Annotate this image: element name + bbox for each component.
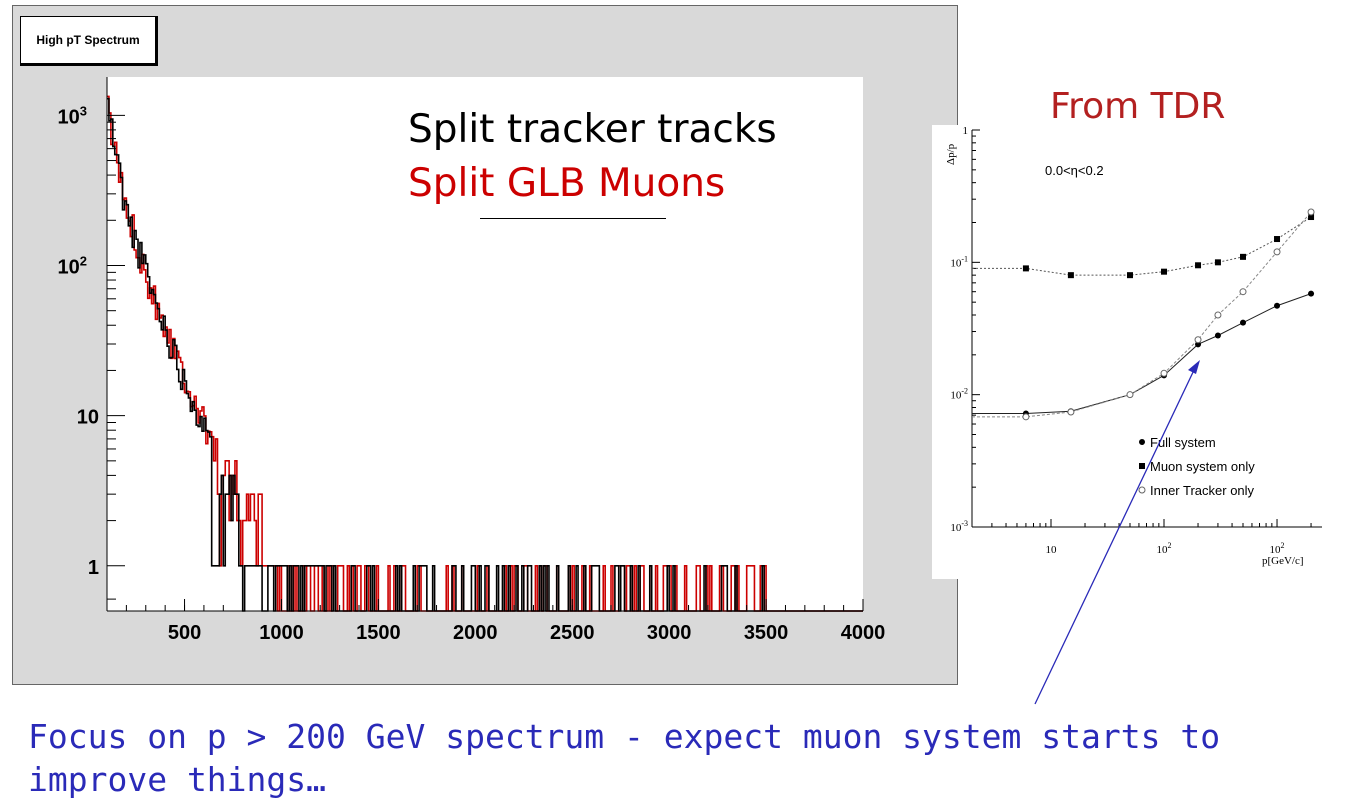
right-point-inner [1239, 288, 1247, 296]
right-y-tick-label: 10-2 [950, 387, 968, 402]
left-y-tick-label: 10 [77, 407, 99, 429]
slide-caption: Focus on p > 200 GeV spectrum - expect m… [28, 717, 1221, 799]
right-series-line [972, 216, 1312, 276]
right-annotation: 0.0<η<0.2 [1045, 163, 1104, 178]
right-point-full [1308, 290, 1315, 297]
right-series-line [972, 211, 1312, 418]
legend-marker-inner [1138, 486, 1146, 494]
left-x-tick-label: 3000 [647, 622, 692, 644]
left-x-tick-label: 4000 [841, 622, 886, 644]
left-x-tick-label: 2500 [550, 622, 595, 644]
right-point-muon [1195, 262, 1202, 269]
right-xlabel: p[GeV/c] [1262, 555, 1304, 567]
right-point-muon [1308, 214, 1315, 221]
left-x-tick-label: 3500 [744, 622, 789, 644]
annotation-arrowhead [1188, 360, 1200, 374]
right-point-inner [1273, 248, 1281, 256]
right-point-inner [1307, 208, 1315, 216]
legend-marker-full [1139, 439, 1145, 445]
right-point-muon [1240, 253, 1247, 260]
left-x-tick-label: 2000 [453, 622, 498, 644]
right-point-inner [1160, 369, 1168, 377]
right-point-full [1274, 302, 1281, 309]
right-point-muon [1161, 268, 1168, 275]
right-series [972, 208, 1315, 421]
left-x-tick-label: 1500 [356, 622, 401, 644]
legend-marker-muon [1139, 463, 1145, 469]
right-legend-inner: Inner Tracker only [1150, 483, 1255, 498]
legend-underline [480, 218, 666, 219]
left-x-tick-label: 500 [168, 622, 201, 644]
annotation-arrow [1034, 367, 1196, 705]
right-point-muon [1022, 265, 1029, 272]
right-ylabel: Δp/p [945, 143, 957, 165]
right-point-inner [1067, 408, 1075, 416]
right-legend-muon: Muon system only [1150, 459, 1255, 474]
right-x-tick-label: 10 [1045, 544, 1057, 556]
right-y-tick-label: 10-3 [950, 519, 968, 534]
right-point-inner [1126, 391, 1134, 399]
right-x-tick-label: 102 [1157, 541, 1172, 556]
tdr-heading: From TDR [1050, 86, 1226, 127]
right-point-inner [1022, 413, 1030, 421]
right-y-tick-label: 1 [963, 125, 969, 137]
right-legend-full: Full system [1150, 435, 1216, 450]
right-point-full [1240, 319, 1247, 326]
right-x-tick-label: 102 [1270, 541, 1285, 556]
left-chart-legend: Split tracker tracks Split GLB Muons [394, 95, 842, 220]
right-legend: Full system Muon system only Inner Track… [1138, 435, 1255, 498]
right-point-muon [1214, 259, 1221, 266]
right-point-muon [1126, 272, 1133, 279]
left-x-tick-label: 1000 [259, 622, 304, 644]
right-point-inner [1194, 336, 1202, 344]
right-point-muon [1274, 236, 1281, 243]
left-chart-title: High pT Spectrum [20, 16, 158, 66]
legend-item-glb: Split GLB Muons [408, 161, 726, 206]
left-y-tick-label: 1 [88, 557, 99, 579]
right-point-full [1214, 332, 1221, 339]
legend-item-tracker: Split tracker tracks [408, 107, 777, 152]
right-point-inner [1214, 311, 1222, 319]
right-y-tick-label: 10-1 [950, 254, 968, 269]
right-series-line [972, 293, 1312, 415]
right-point-muon [1067, 272, 1074, 279]
